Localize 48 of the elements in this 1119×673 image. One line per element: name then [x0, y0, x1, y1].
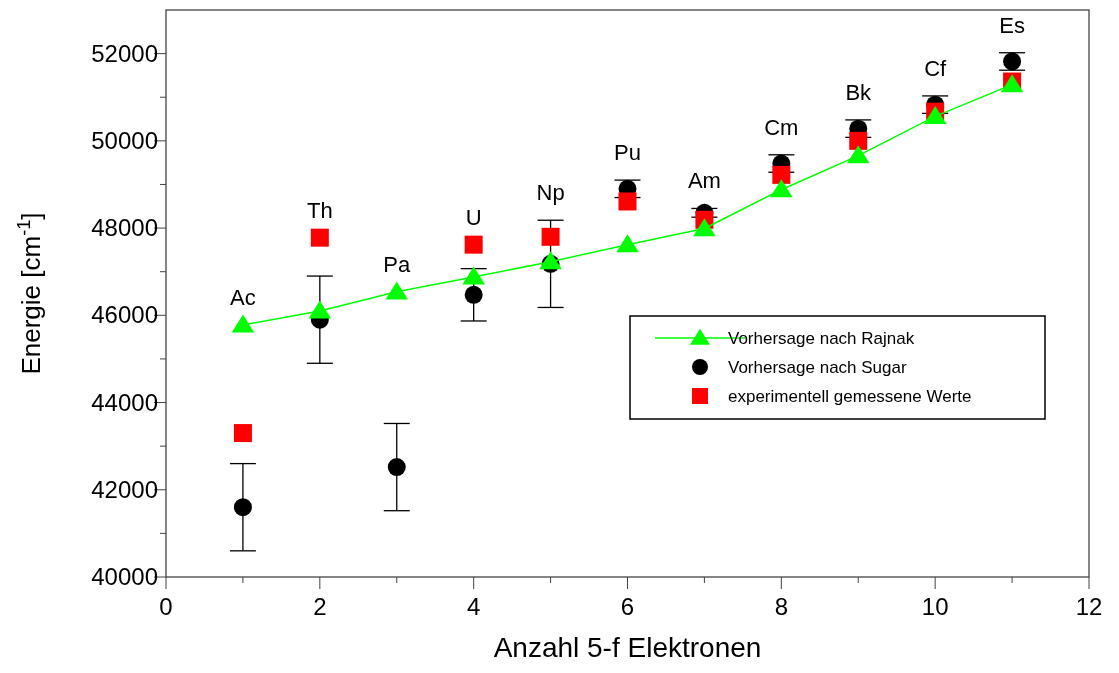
point	[847, 145, 870, 164]
annotation: Np	[536, 180, 565, 206]
point	[231, 314, 255, 333]
point	[770, 179, 793, 198]
point	[233, 498, 252, 517]
annotation: Cm	[764, 114, 799, 140]
point	[387, 458, 406, 477]
annotation: Am	[687, 168, 721, 194]
annotation: Bk	[845, 79, 873, 105]
annotation: Cf	[924, 55, 948, 81]
annotation: Es	[999, 12, 1025, 38]
legend-label: Vorhersage nach Sugar	[728, 358, 907, 377]
point	[464, 285, 483, 304]
x-tick-label: 6	[620, 593, 635, 620]
x-tick-label: 4	[466, 593, 481, 620]
annotation: U	[465, 204, 482, 230]
y-tick-label: 40000	[91, 563, 158, 590]
point	[310, 228, 329, 247]
point	[618, 192, 637, 211]
point	[233, 424, 252, 443]
y-tick-label: 48000	[91, 214, 158, 242]
point	[462, 266, 485, 285]
annotation: Th	[306, 197, 333, 223]
y-tick-label: 50000	[91, 126, 158, 154]
annotation: Pa	[383, 251, 411, 277]
annotation: Ac	[230, 284, 256, 310]
point	[693, 218, 716, 237]
x-tick-label: 8	[774, 593, 789, 620]
legend-label: Vorhersage nach Rajnak	[728, 329, 915, 348]
x-tick-label: 2	[313, 593, 327, 620]
point	[1003, 52, 1022, 71]
annotation: Pu	[614, 140, 641, 166]
y-tick-label: 42000	[91, 475, 158, 503]
y-tick-label: 52000	[91, 39, 158, 67]
y-tick-label: 46000	[91, 301, 158, 329]
x-tick-label: 0	[159, 593, 173, 620]
point	[541, 227, 560, 246]
point	[849, 131, 868, 150]
x-tick-label: 10	[921, 593, 949, 620]
y-tick-label: 44000	[91, 388, 158, 416]
x-axis-title: Anzahl 5-f Elektronen	[493, 632, 762, 663]
point	[616, 234, 639, 253]
point	[308, 300, 332, 319]
legend-label: experimentell gemessene Werte	[728, 387, 972, 406]
x-tick-label: 12	[1075, 593, 1103, 620]
point	[385, 281, 408, 300]
point	[772, 165, 791, 184]
point	[464, 235, 483, 254]
